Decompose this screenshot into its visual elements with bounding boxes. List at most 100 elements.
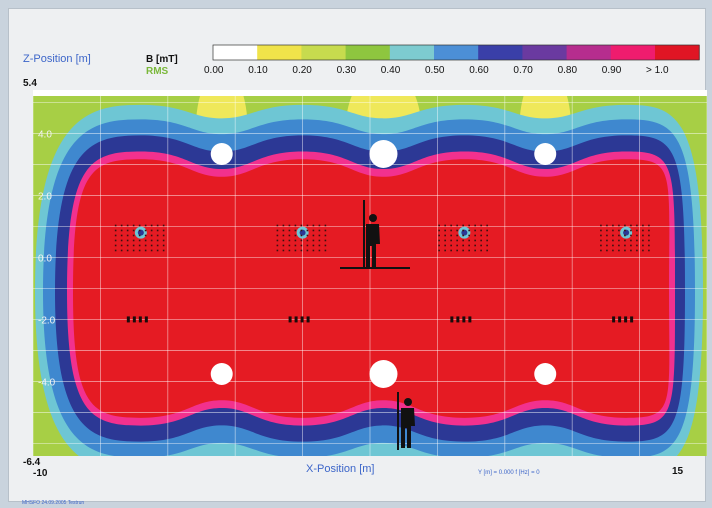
legend-label: 0.70	[513, 65, 533, 76]
winding-dot	[618, 239, 620, 242]
winding-dot	[300, 224, 303, 227]
winding-dot	[156, 249, 159, 252]
quantity-label: B [mT]	[146, 54, 178, 65]
plot-area	[33, 90, 707, 456]
winding-dot	[324, 224, 327, 227]
winding-dot	[288, 239, 291, 242]
winding-dot	[444, 244, 446, 247]
winding-dot	[126, 239, 129, 242]
winding-dot	[306, 234, 309, 237]
winding-dot	[456, 249, 458, 252]
winding-dot	[444, 239, 446, 242]
winding-dot	[126, 224, 129, 227]
winding-dot	[132, 249, 135, 252]
winding-dot	[138, 244, 141, 247]
winding-dot	[606, 229, 608, 232]
winding-dot	[306, 244, 309, 247]
winding-dot	[642, 229, 644, 232]
winding-dot	[642, 224, 644, 227]
winding-dot	[636, 229, 638, 232]
conductor-mark	[300, 316, 304, 323]
winding-dot	[618, 229, 620, 232]
winding-dot	[648, 234, 650, 237]
winding-dot	[474, 239, 476, 242]
legend-swatch	[389, 45, 435, 60]
winding-dot	[438, 244, 440, 247]
legend-label: 0.00	[204, 65, 224, 76]
winding-dot	[288, 249, 291, 252]
winding-dot	[468, 239, 470, 242]
winding-dot	[618, 244, 620, 247]
winding-dot	[126, 234, 129, 237]
winding-dot	[462, 249, 464, 252]
winding-dot	[600, 244, 602, 247]
winding-dot	[150, 244, 153, 247]
winding-dot	[114, 224, 117, 227]
winding-dot	[474, 249, 476, 252]
winding-dot	[126, 244, 129, 247]
winding-dot	[114, 239, 117, 242]
winding-dot	[648, 229, 650, 232]
winding-dot	[156, 224, 159, 227]
winding-dot	[150, 234, 153, 237]
winding-dot	[294, 224, 297, 227]
winding-dot	[282, 224, 285, 227]
winding-dot	[288, 244, 291, 247]
conductor-mark	[126, 316, 130, 323]
winding-dot	[456, 239, 458, 242]
conductor-mark	[618, 316, 622, 323]
winding-dot	[468, 224, 470, 227]
coil-center-core	[623, 229, 630, 236]
winding-dot	[450, 234, 452, 237]
field-contours	[33, 90, 707, 456]
winding-dot	[612, 224, 614, 227]
winding-dot	[450, 239, 452, 242]
winding-dot	[474, 224, 476, 227]
winding-dot	[144, 229, 147, 232]
winding-dot	[612, 244, 614, 247]
winding-dot	[486, 249, 488, 252]
winding-dot	[324, 244, 327, 247]
winding-dot	[630, 249, 632, 252]
z-ticks: 4.0 2.0 0.0 -2.0 -4.0	[38, 129, 56, 388]
winding-dot	[300, 244, 303, 247]
legend-swatch	[345, 45, 391, 60]
z-tick-label: 2.0	[38, 191, 52, 202]
winding-dot	[606, 239, 608, 242]
winding-dot	[450, 229, 452, 232]
winding-dot	[162, 244, 165, 247]
color-legend: 0.00 0.10 0.20 0.30 0.40 0.50 0.60 0.70 0.80 0.90…	[204, 44, 700, 76]
winding-dot	[162, 224, 165, 227]
winding-dot	[624, 244, 626, 247]
winding-dot	[318, 239, 321, 242]
z-tick-label: -2.0	[38, 316, 56, 327]
legend-swatch	[522, 45, 568, 60]
winding-dot	[276, 244, 279, 247]
winding-dot	[282, 234, 285, 237]
winding-dot	[630, 244, 632, 247]
quantity-sublabel: RMS	[146, 66, 169, 77]
coil-center-core	[299, 229, 306, 236]
legend-label: 0.20	[292, 65, 312, 76]
winding-dot	[636, 249, 638, 252]
winding-dot	[600, 234, 602, 237]
winding-dot	[114, 244, 117, 247]
winding-dot	[456, 244, 458, 247]
legend-swatch	[566, 45, 612, 60]
winding-dot	[456, 229, 458, 232]
coil-marks	[114, 224, 650, 323]
winding-dot	[636, 244, 638, 247]
winding-dot	[114, 234, 117, 237]
winding-dot	[138, 224, 141, 227]
winding-dot	[324, 229, 327, 232]
winding-dot	[312, 224, 315, 227]
winding-dot	[624, 249, 626, 252]
conductor-mark	[612, 316, 616, 323]
winding-dot	[462, 234, 464, 237]
legend-label: 0.60	[469, 65, 489, 76]
winding-dot	[618, 234, 620, 237]
winding-dot	[630, 229, 632, 232]
winding-dot	[486, 234, 488, 237]
winding-dot	[606, 244, 608, 247]
winding-dot	[150, 249, 153, 252]
